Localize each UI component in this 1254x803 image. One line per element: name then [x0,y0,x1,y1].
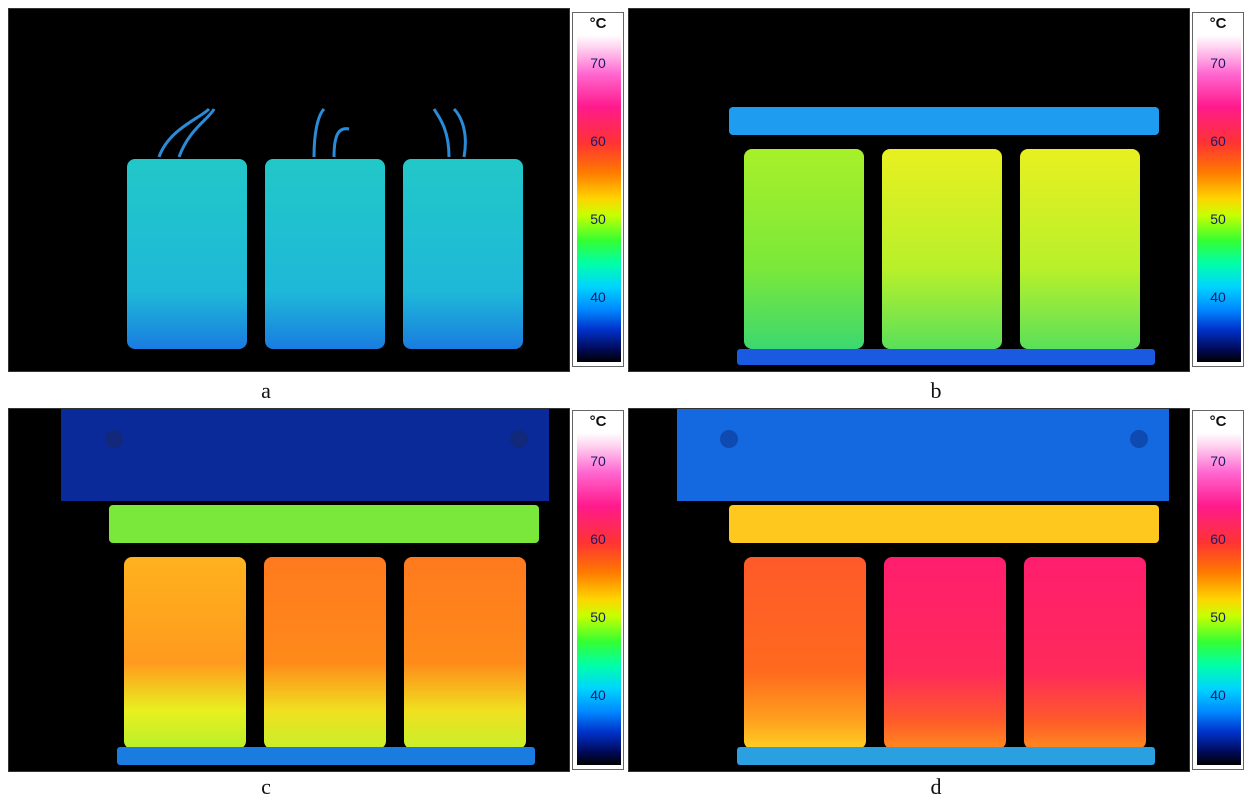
top-plate-b [729,107,1159,135]
thermal-scene-a [127,107,523,349]
scale-tick-50: 50 [1210,609,1226,625]
base-d [737,747,1155,765]
scale-tick-50: 50 [590,211,606,227]
thermal-scene-c [61,409,549,765]
coil-middle-d [884,557,1006,749]
scale-unit-label: °C [589,413,607,430]
thermal-image-b [628,8,1190,372]
bolt-icon [105,430,123,448]
scale-tick-40: 40 [1210,289,1226,305]
base-b [737,349,1155,365]
wires-a [157,107,467,158]
coil-middle-c [264,557,386,749]
color-bar [1197,35,1241,362]
scale-tick-60: 60 [590,531,606,547]
scale-unit-label: °C [1209,15,1227,32]
panel-caption-d: d [930,774,942,799]
temperature-scale-c: °C 70 60 50 40 [572,410,624,770]
top-plate-c [61,409,549,501]
coil-right-d [1024,557,1146,749]
thermal-image-a [8,8,570,372]
scale-tick-60: 60 [590,133,606,149]
top-plate-d [677,409,1169,501]
panel-caption-a: a [261,378,271,403]
scale-tick-70: 70 [590,453,606,469]
scale-tick-70: 70 [1210,453,1226,469]
coil-right-b [1020,149,1140,349]
coil-middle-b [882,149,1002,349]
coil-middle-a [265,159,385,349]
bolt-icon [720,430,738,448]
coil-left-a [127,159,247,349]
scale-unit-label: °C [589,15,607,32]
coil-left-b [744,149,864,349]
coil-right-c [404,557,526,749]
temperature-scale-b: °C 70 60 50 40 [1192,12,1244,367]
panel-caption-b: b [930,378,942,403]
scale-tick-40: 40 [1210,687,1226,703]
base-c [117,747,535,765]
coil-right-a [403,159,523,349]
coil-left-c [124,557,246,749]
scale-tick-70: 70 [1210,55,1226,71]
bolt-icon [510,430,528,448]
bolt-icon [1130,430,1148,448]
color-bar [577,433,621,765]
clamp-bar-c [109,505,539,543]
scale-unit-label: °C [1209,413,1227,430]
scale-tick-40: 40 [590,289,606,305]
temperature-scale-a: °C 70 60 50 40 [572,12,624,367]
scale-tick-50: 50 [590,609,606,625]
scale-tick-50: 50 [1210,211,1226,227]
scale-tick-70: 70 [590,55,606,71]
temperature-scale-d: °C 70 60 50 40 [1192,410,1244,770]
panel-caption-c: c [261,774,271,799]
thermal-scene-d [677,409,1169,765]
scale-tick-40: 40 [590,687,606,703]
thermal-image-d [628,408,1190,772]
thermal-scene-b [729,107,1159,365]
coil-left-d [744,557,866,749]
scale-tick-60: 60 [1210,133,1226,149]
clamp-bar-d [729,505,1159,543]
color-bar [1197,433,1241,765]
scale-tick-60: 60 [1210,531,1226,547]
thermal-image-c [8,408,570,772]
color-bar [577,35,621,362]
